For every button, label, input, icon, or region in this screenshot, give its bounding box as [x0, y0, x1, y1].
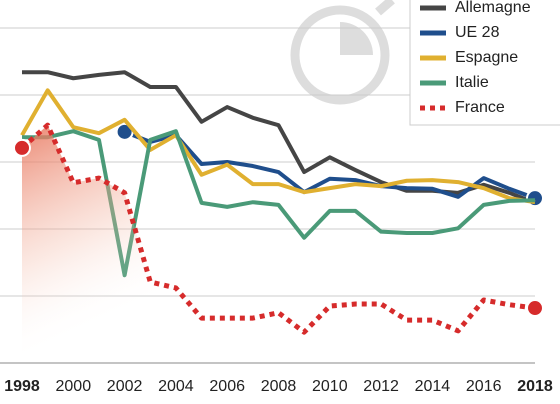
end-dot [526, 189, 544, 208]
x-tick-label: 2018 [517, 378, 553, 395]
x-tick-label: 2002 [107, 378, 143, 395]
x-tick-label: 2004 [158, 378, 194, 395]
series-line [20, 122, 536, 335]
legend-label: France [455, 99, 505, 116]
legend-label: UE 28 [455, 24, 500, 41]
series-line [123, 129, 536, 201]
series-line [20, 88, 536, 205]
x-tick-label: 2012 [363, 378, 399, 395]
stopwatch-icon [290, 0, 395, 105]
x-tick-label: 2010 [312, 378, 348, 395]
x-tick-label: 2016 [466, 378, 502, 395]
x-tick-label: 2008 [261, 378, 297, 395]
legend-label: Allemagne [455, 0, 531, 16]
legend-label: Italie [455, 74, 489, 91]
x-tick-label: 2006 [209, 378, 245, 395]
legend-box [409, 0, 560, 126]
x-tick-label: 1998 [4, 378, 40, 395]
end-dot [526, 299, 544, 318]
x-tick-label: 2014 [415, 378, 451, 395]
legend-label: Espagne [455, 49, 518, 66]
x-tick-label: 2000 [56, 378, 92, 395]
france-area [22, 125, 535, 364]
end-dot [13, 138, 31, 157]
